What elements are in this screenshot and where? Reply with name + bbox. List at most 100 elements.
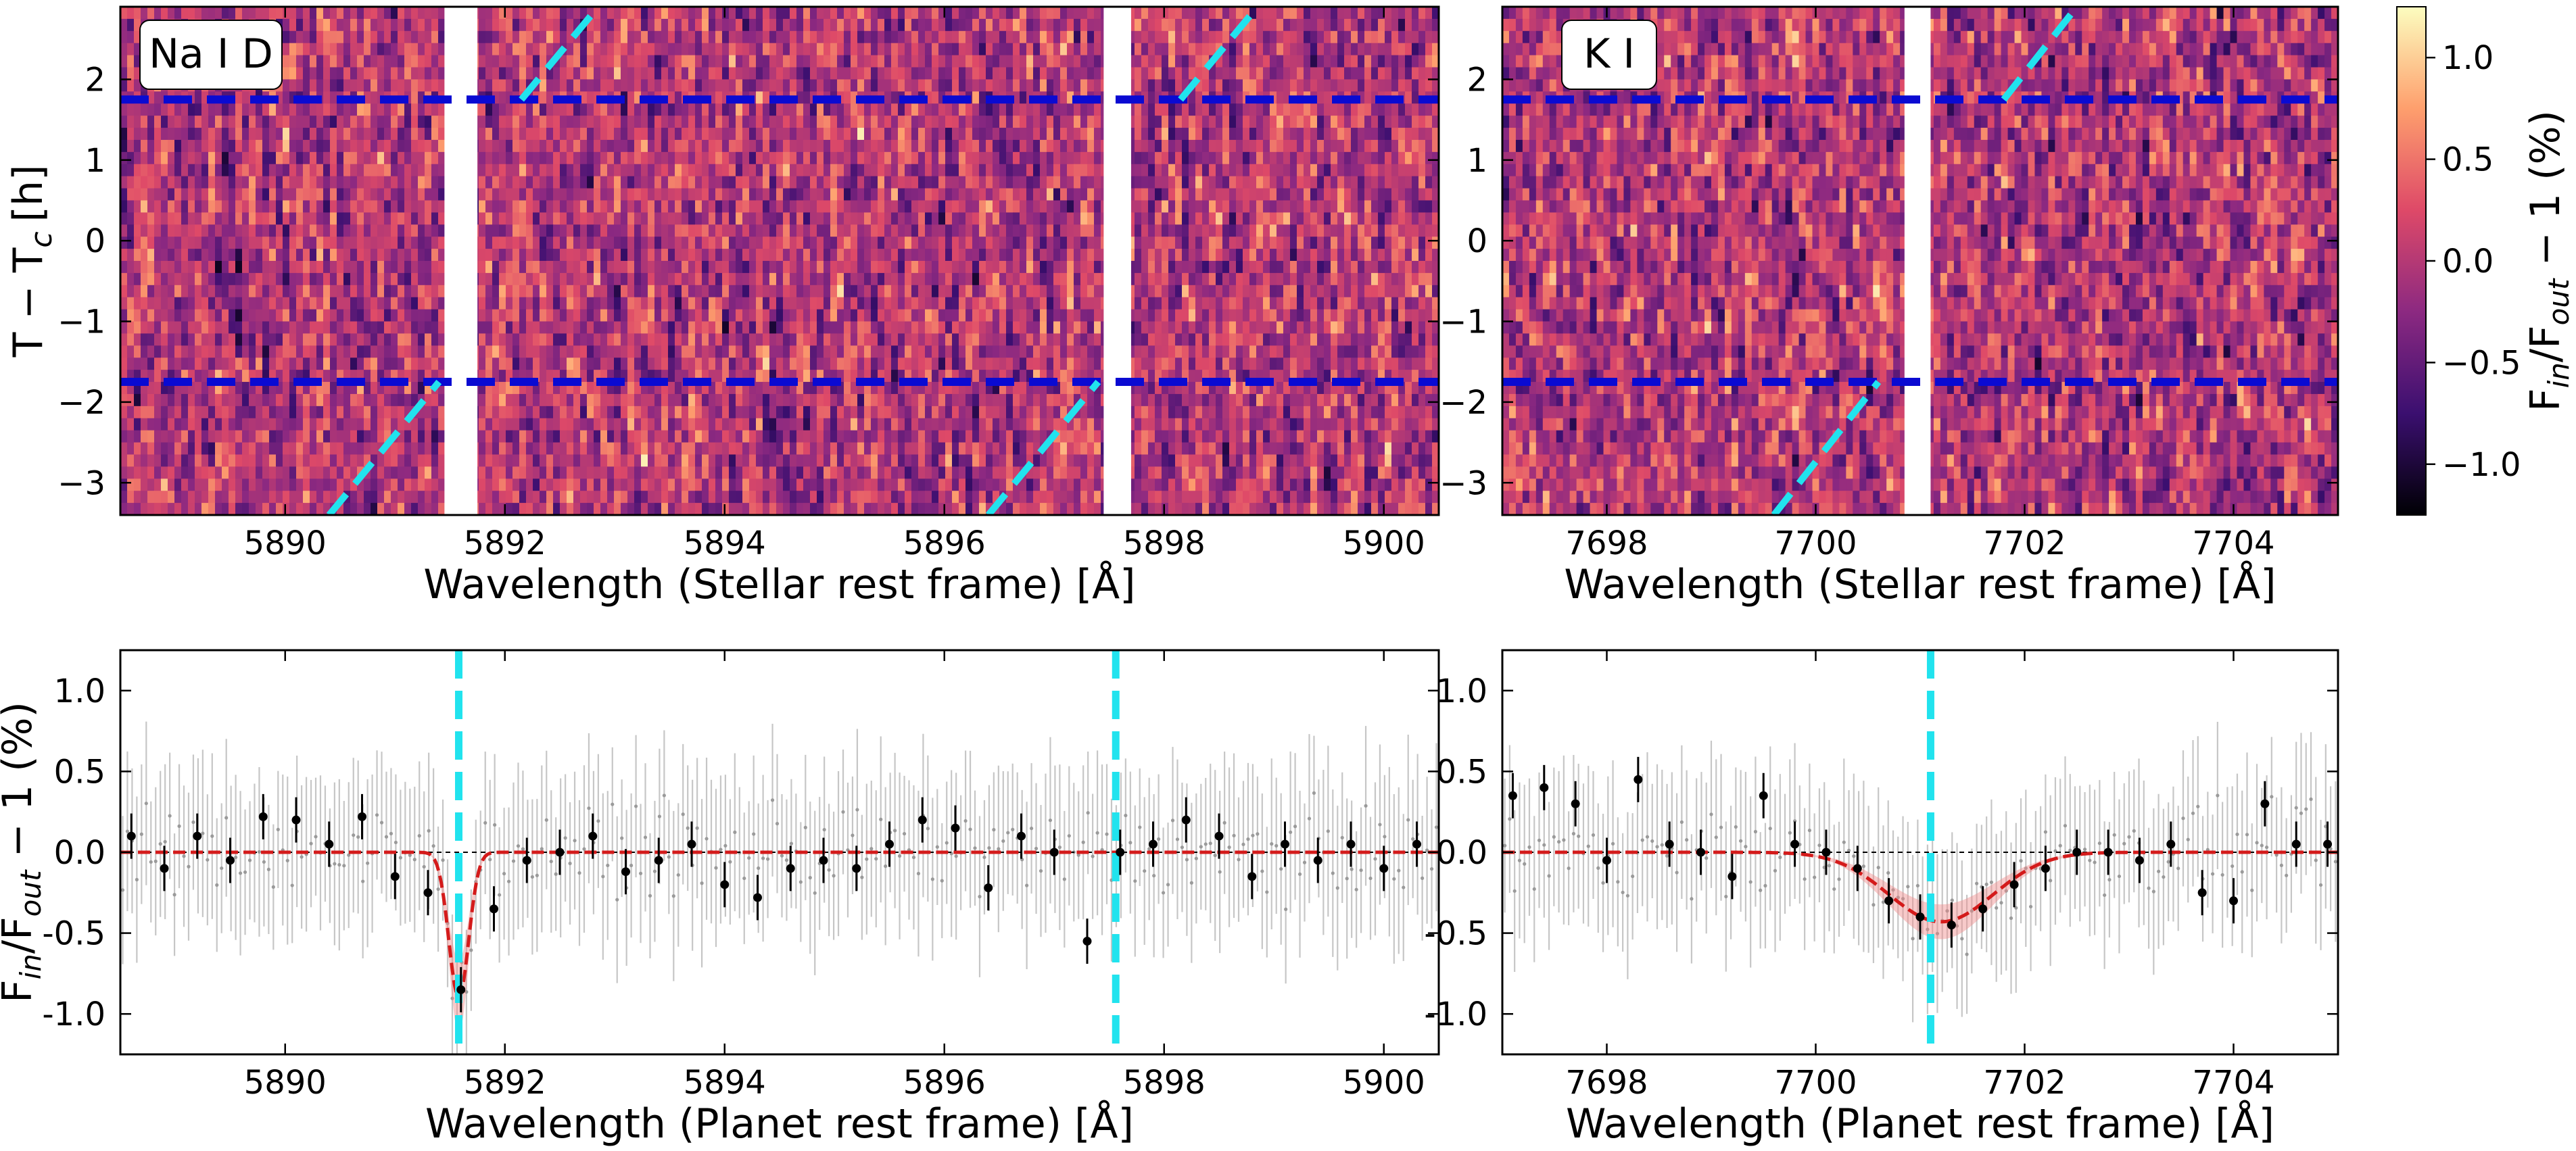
nad-map-cell [533, 176, 540, 189]
nad-map-cell [857, 164, 865, 177]
nad-map-cell [418, 7, 425, 20]
nad-map-cell [965, 297, 973, 310]
nad-map-cell [168, 249, 175, 262]
nad-map-cell [1074, 261, 1081, 274]
nad-map-cell [1202, 224, 1210, 237]
nad-map-cell [715, 30, 723, 44]
nad-map-cell [817, 164, 824, 177]
nad-map-cell [215, 272, 222, 286]
nad-map-cell [1168, 188, 1176, 201]
nad-map-cell [289, 309, 297, 322]
nad-map-cell [837, 151, 844, 165]
nad-map-cell [824, 285, 831, 298]
nad-map-cell [871, 103, 878, 116]
nad-map-cell [1412, 237, 1419, 249]
nad-map-cell [1277, 176, 1284, 189]
nad-map-cell [702, 67, 709, 80]
nad-map-cell [938, 272, 946, 286]
nad-map-cell [1222, 249, 1230, 262]
nad-map-cell [756, 91, 763, 104]
nad-map-cell [553, 128, 560, 141]
nad-map-cell [1189, 116, 1196, 128]
nad-map-cell [911, 103, 919, 116]
nad-map-cell [1391, 139, 1399, 153]
nad-map-cell [1337, 200, 1345, 213]
nad-map-cell [668, 272, 675, 286]
nad-map-cell [1324, 151, 1331, 165]
nad-map-cell [1263, 237, 1270, 249]
nad-map-cell [756, 151, 763, 165]
nad-map-cell [1290, 200, 1297, 213]
nad-map-cell [208, 188, 216, 201]
nad-map-cell [303, 212, 310, 225]
nad-map-cell [824, 297, 831, 310]
nad-map-cell [1263, 43, 1270, 56]
nad-map-cell [188, 164, 195, 177]
nad-map-cell [824, 237, 831, 249]
nad-map-cell [587, 309, 594, 322]
nad-map-cell [661, 200, 669, 213]
nad-map-cell [1209, 79, 1216, 92]
nad-map-cell [411, 139, 419, 153]
nad-map-cell [438, 261, 446, 274]
nad-map-cell [796, 309, 804, 322]
nad-map-cell [1331, 212, 1338, 225]
nad-map-cell [1263, 116, 1270, 128]
nad-map-cell [269, 151, 277, 165]
nad-map-cell [431, 116, 439, 128]
nad-map-cell [404, 103, 412, 116]
nad-map-cell [878, 79, 885, 92]
nad-map-cell [120, 139, 128, 153]
nad-map-cell [567, 200, 574, 213]
nad-map-cell [979, 91, 986, 104]
nad-map-cell [499, 7, 506, 20]
nad-map-cell [526, 128, 533, 141]
nad-map-cell [1263, 128, 1270, 141]
nad-map-cell [1243, 103, 1250, 116]
nad-map-cell [519, 200, 527, 213]
nad-map-cell [979, 43, 986, 56]
nad-map-cell [1094, 212, 1101, 225]
nad-map-cell [857, 176, 865, 189]
nad-map-cell [972, 79, 980, 92]
nad-map-cell [763, 116, 770, 128]
nad-map-cell [506, 261, 513, 274]
nad-map-cell [120, 176, 128, 189]
nad-map-cell [1168, 272, 1176, 286]
nad-map-cell [323, 188, 331, 201]
nad-map-cell [553, 224, 560, 237]
nad-map-cell [1189, 128, 1196, 141]
nad-map-cell [1087, 200, 1095, 213]
nad-map-cell [215, 200, 222, 213]
nad-map-cell [959, 55, 966, 68]
nad-map-cell [316, 249, 324, 262]
nad-map-cell [688, 151, 696, 165]
nad-map-cell [1425, 103, 1433, 116]
nad-map-cell [851, 30, 858, 44]
nad-map-cell [337, 67, 344, 80]
nad-map-cell [1378, 103, 1385, 116]
nad-map-cell [1412, 249, 1419, 262]
nad-map-cell [377, 297, 385, 310]
nad-map-cell [404, 188, 412, 201]
nad-map-cell [824, 151, 831, 165]
nad-map-cell [1087, 67, 1095, 80]
nad-map-cell [242, 139, 249, 153]
nad-map-cell [654, 237, 662, 249]
nad-map-cell [573, 7, 581, 20]
nad-map-cell [641, 285, 648, 298]
nad-map-cell [1006, 18, 1013, 32]
nad-map-cell [1270, 200, 1277, 213]
nad-map-cell [1283, 285, 1291, 298]
nad-map-cell [621, 43, 628, 56]
nad-map-cell [1195, 7, 1203, 20]
nad-map-cell [1432, 188, 1439, 201]
nad-map-cell [1249, 212, 1257, 225]
nad-map-cell [796, 237, 804, 249]
nad-map-cell [208, 309, 216, 322]
nad-map-cell [783, 285, 790, 298]
nad-map-cell [729, 116, 736, 128]
nad-map-cell [898, 200, 905, 213]
nad-map-cell [256, 212, 263, 225]
nad-map-cell [648, 67, 655, 80]
